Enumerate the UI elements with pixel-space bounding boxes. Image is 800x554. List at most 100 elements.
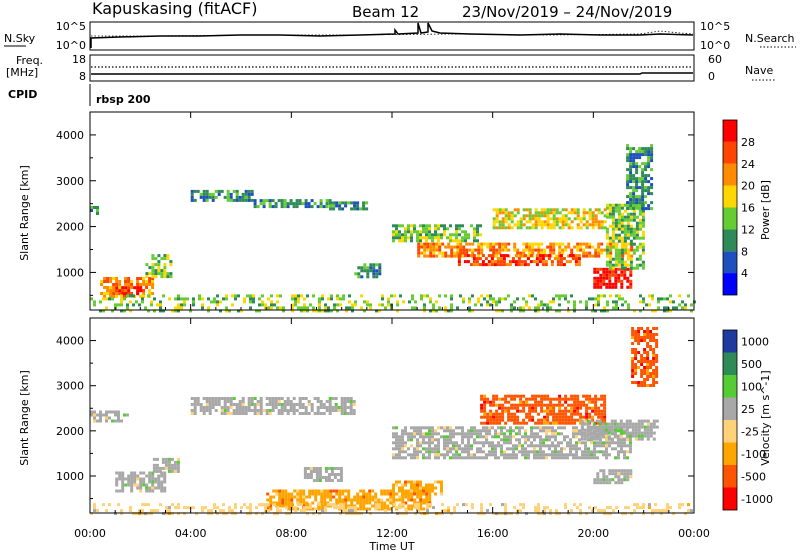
velocity-cell <box>524 438 527 442</box>
velocity-cell <box>504 400 508 404</box>
power-cell <box>90 297 93 301</box>
power-cell <box>461 239 464 243</box>
power-cell <box>537 242 541 246</box>
velocity-cell <box>458 426 461 430</box>
power-cell <box>650 186 654 190</box>
velocity-cell <box>497 426 500 430</box>
velocity-cell <box>530 426 533 430</box>
velocity-cell <box>649 366 653 369</box>
power-cell <box>398 224 401 228</box>
velocity-cell <box>589 431 593 435</box>
velocity-cell <box>167 460 171 464</box>
velocity-cell <box>163 489 167 493</box>
power-cell <box>112 283 116 286</box>
power-cell <box>593 279 597 283</box>
power-cell <box>576 208 580 212</box>
velocity-cell <box>211 403 215 406</box>
velocity-cell <box>392 483 395 487</box>
velocity-colorbar-tick: -100 <box>741 448 766 461</box>
power-cell <box>632 266 636 270</box>
power-cell <box>635 168 639 172</box>
power-cell <box>651 294 654 298</box>
power-cell <box>147 294 150 298</box>
power-cell <box>372 275 376 279</box>
nsky-right-tick-bottom: 10^0 <box>700 39 730 52</box>
power-cell <box>623 236 627 240</box>
velocity-cell <box>318 476 322 479</box>
velocity-cell <box>614 481 618 485</box>
power-cell <box>564 217 568 221</box>
power-cell <box>576 214 580 218</box>
velocity-cell <box>160 480 164 484</box>
power-cell <box>559 257 563 261</box>
power-cell <box>629 150 633 154</box>
velocity-cell <box>354 509 357 513</box>
power-cell <box>626 227 630 231</box>
velocity-cell <box>318 470 322 473</box>
power-cell <box>594 254 598 258</box>
power-cell <box>626 177 630 181</box>
power-cell <box>629 212 633 216</box>
power-cell <box>127 283 131 286</box>
velocity-cell <box>377 501 381 505</box>
velocity-cell <box>669 506 672 510</box>
velocity-cell <box>539 447 542 451</box>
power-cell <box>522 248 526 252</box>
power-cell <box>112 286 116 289</box>
velocity-cell <box>534 403 538 407</box>
velocity-cell <box>303 476 307 479</box>
power-cell <box>552 242 556 246</box>
power-cell <box>540 300 543 304</box>
velocity-cell <box>452 453 455 457</box>
velocity-region <box>392 426 632 460</box>
velocity-cell <box>510 412 514 416</box>
power-cell <box>333 306 336 310</box>
velocity-cell <box>503 438 506 442</box>
power-cell <box>531 245 535 249</box>
power-cell <box>576 242 580 246</box>
velocity-cell <box>307 403 311 406</box>
nsearch-trace <box>91 30 694 37</box>
velocity-cell <box>393 503 396 507</box>
velocity-cell <box>438 512 441 516</box>
velocity-cell <box>600 415 604 419</box>
velocity-cell <box>537 509 540 513</box>
power-cell <box>552 226 556 230</box>
velocity-cell <box>655 354 659 357</box>
power-cell <box>429 248 433 252</box>
velocity-cell <box>243 503 246 507</box>
velocity-cell <box>344 498 348 502</box>
velocity-cell <box>525 421 529 425</box>
velocity-cell <box>389 501 393 505</box>
velocity-cell <box>96 509 99 513</box>
power-cell <box>629 273 633 277</box>
power-cell <box>498 242 502 246</box>
power-cell <box>150 300 153 304</box>
velocity-cell <box>467 456 470 460</box>
velocity-cell <box>652 357 656 360</box>
power-cell <box>669 294 672 298</box>
power-cell <box>124 289 128 292</box>
velocity-cell <box>498 418 502 422</box>
velocity-cell <box>572 426 575 430</box>
power-region <box>115 286 143 296</box>
power-cell <box>617 263 621 267</box>
velocity-cell <box>226 409 230 412</box>
power-cell <box>617 276 621 280</box>
power-cell <box>574 260 578 264</box>
power-cell <box>490 254 494 258</box>
velocity-cell <box>558 409 562 413</box>
velocity-cell <box>614 456 617 460</box>
power-cell <box>162 294 165 298</box>
velocity-cell <box>423 512 426 516</box>
power-cell <box>606 300 609 304</box>
velocity-cell <box>105 410 108 414</box>
power-cell <box>510 306 513 310</box>
power-cell <box>594 251 598 255</box>
power-cell <box>432 254 436 258</box>
velocity-cell <box>283 409 287 412</box>
velocity-cell <box>537 506 540 510</box>
velocity-cell <box>139 480 143 484</box>
power-cell <box>585 242 589 246</box>
velocity-cell <box>318 503 321 507</box>
